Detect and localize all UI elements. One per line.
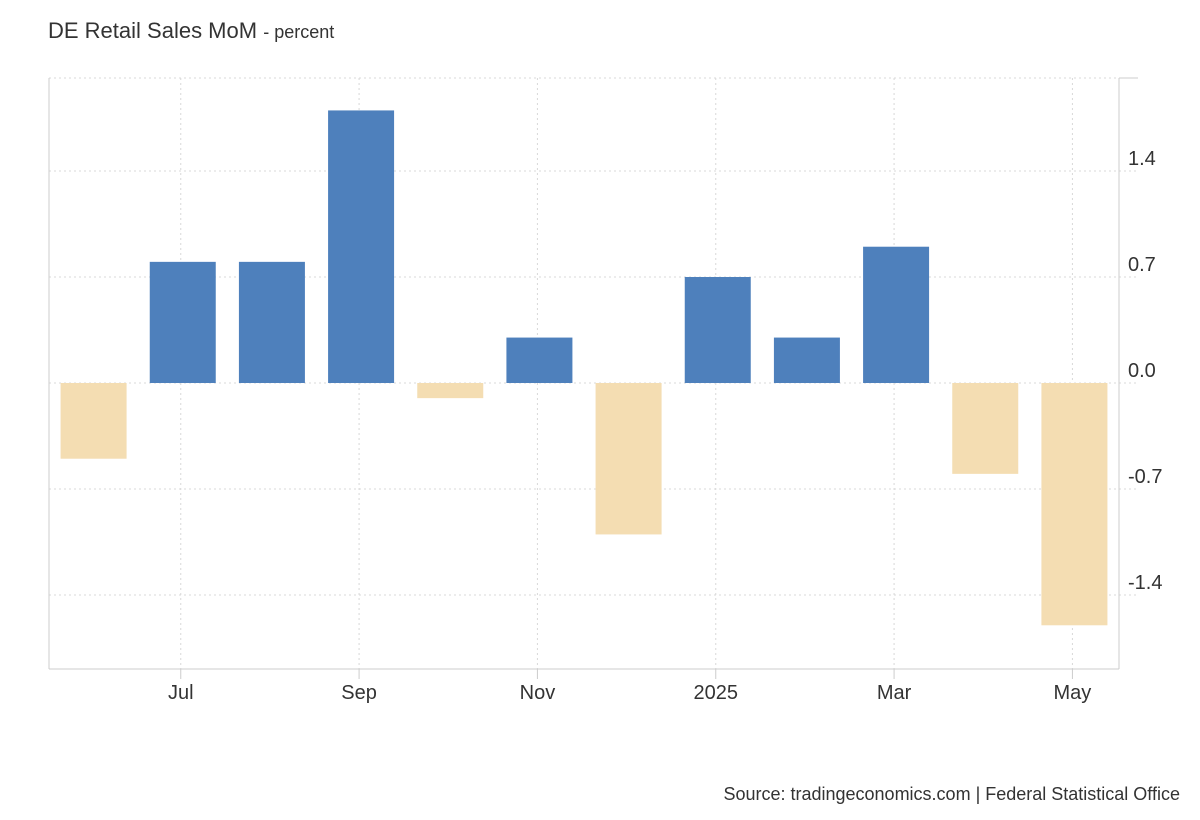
bar-2024-07[interactable] <box>149 261 216 383</box>
bar-2024-12[interactable] <box>595 383 662 535</box>
x-tick-label: Mar <box>877 682 912 704</box>
y-tick-label: 1.4 <box>1128 148 1156 170</box>
bar-2025-01[interactable] <box>684 276 751 383</box>
axis-layer: 1.4 0.7 0.0 -0.7 -1.4 Jul Sep Nov 2025 Mar May <box>48 77 1162 704</box>
chart-title-text: DE Retail Sales MoM <box>48 18 258 43</box>
x-tick-label: Jul <box>168 682 194 704</box>
bar-2024-09[interactable] <box>328 110 395 384</box>
bar-2024-10[interactable] <box>417 383 484 399</box>
x-tick-label: 2025 <box>694 682 739 704</box>
source-note: Source: tradingeconomics.com | Federal S… <box>723 784 1180 804</box>
bar-2025-04[interactable] <box>952 383 1019 474</box>
y-tick-label: -0.7 <box>1128 466 1162 488</box>
bar-2025-05[interactable] <box>1041 383 1108 626</box>
bar-2025-03[interactable] <box>863 246 930 383</box>
chart-unit: - percent <box>263 22 335 42</box>
x-tick-label: Sep <box>341 682 377 704</box>
chart-title: DE Retail Sales MoM - percent <box>48 18 334 44</box>
y-tick-label: 0.0 <box>1128 360 1156 382</box>
y-tick-label: -1.4 <box>1128 572 1162 594</box>
bars-layer <box>60 110 1108 626</box>
x-tick-label: May <box>1054 682 1092 704</box>
bar-2025-02[interactable] <box>773 337 840 383</box>
bar-2024-08[interactable] <box>238 261 305 383</box>
bar-2024-06[interactable] <box>60 383 127 459</box>
y-tick-label: 0.7 <box>1128 254 1156 276</box>
x-tick-label: Nov <box>520 682 556 704</box>
bar-2024-11[interactable] <box>506 337 573 383</box>
